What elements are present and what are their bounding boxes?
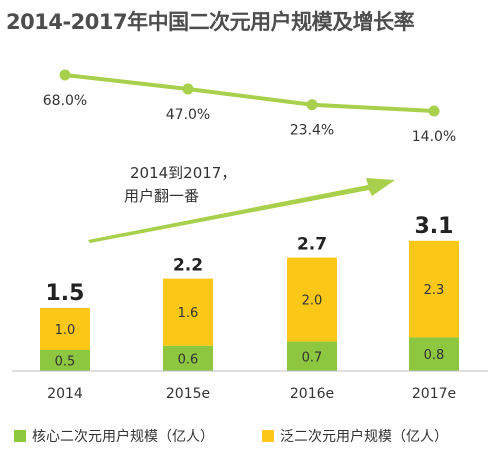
total-label-2016e: 2.7 — [297, 235, 327, 255]
x-tick-labels: 2014 2015e 2016e 2017e — [47, 386, 456, 402]
total-label-2014: 1.5 — [46, 281, 85, 306]
data-label-general-2017e: 2.3 — [424, 283, 445, 298]
annotation-text-line2: 用户翻一番 — [124, 187, 199, 205]
legend-swatch-core — [14, 430, 26, 442]
legend-swatch-general — [262, 430, 274, 442]
legend-label-general: 泛二次元用户规模（亿人） — [280, 429, 448, 445]
legend: 核心二次元用户规模（亿人） 泛二次元用户规模（亿人） — [0, 420, 500, 450]
growth-rate-line-group: 68.0% 47.0% 23.4% 14.0% — [43, 69, 456, 145]
data-label-general-2016e: 2.0 — [302, 294, 323, 309]
bars-group: 0.5 1.0 1.5 0.6 1.6 2.2 0.7 2.0 2.7 0.8 2.3 3.1 — [40, 214, 459, 371]
data-label-general-2014: 1.0 — [55, 323, 76, 338]
data-label-core-2015e: 0.6 — [178, 352, 199, 367]
growth-rate-point-2017e — [428, 105, 440, 117]
total-label-2015e: 2.2 — [173, 256, 203, 276]
chart-canvas: 68.0% 47.0% 23.4% 14.0% 2014到2017， 用户翻一番 0.… — [12, 69, 488, 402]
bar-core-2015e — [163, 345, 213, 371]
data-label-core-2014: 0.5 — [55, 355, 76, 370]
x-tick-label-2015e: 2015e — [166, 386, 210, 402]
annotation-group: 2014到2017， 用户翻一番 — [88, 164, 395, 243]
x-tick-label-2017e: 2017e — [412, 386, 456, 402]
total-label-2017e: 3.1 — [415, 214, 454, 239]
data-label-core-2016e: 0.7 — [302, 350, 323, 365]
growth-rate-point-2014 — [59, 69, 71, 81]
growth-rate-label-2014: 68.0% — [43, 93, 87, 109]
growth-rate-line — [64, 73, 435, 113]
annotation-text-line1: 2014到2017， — [130, 164, 236, 182]
bar-general-2014 — [40, 308, 90, 350]
chart-title: 2014-2017年中国二次元用户规模及增长率 — [6, 10, 415, 34]
bar-general-2016e — [287, 257, 337, 342]
legend-label-core: 核心二次元用户规模（亿人） — [32, 429, 214, 445]
x-tick-label-2016e: 2016e — [290, 386, 334, 402]
legend-item-general: 泛二次元用户规模（亿人） — [262, 426, 448, 446]
bar-general-2017e — [409, 240, 459, 338]
growth-rate-label-2016e: 23.4% — [290, 123, 334, 139]
annotation-arrow — [88, 178, 395, 243]
growth-rate-label-2017e: 14.0% — [412, 129, 456, 145]
data-label-core-2017e: 0.8 — [424, 348, 445, 363]
legend-item-core: 核心二次元用户规模（亿人） — [14, 426, 214, 446]
bar-core-2017e — [409, 337, 459, 371]
growth-rate-point-2015e — [182, 83, 194, 95]
growth-rate-label-2015e: 47.0% — [166, 107, 210, 123]
bar-core-2014 — [40, 350, 90, 371]
bar-core-2016e — [287, 341, 337, 371]
data-label-general-2015e: 1.6 — [178, 306, 199, 321]
growth-rate-point-2016e — [306, 99, 318, 111]
x-tick-label-2014: 2014 — [47, 386, 83, 402]
bar-general-2015e — [163, 278, 213, 346]
